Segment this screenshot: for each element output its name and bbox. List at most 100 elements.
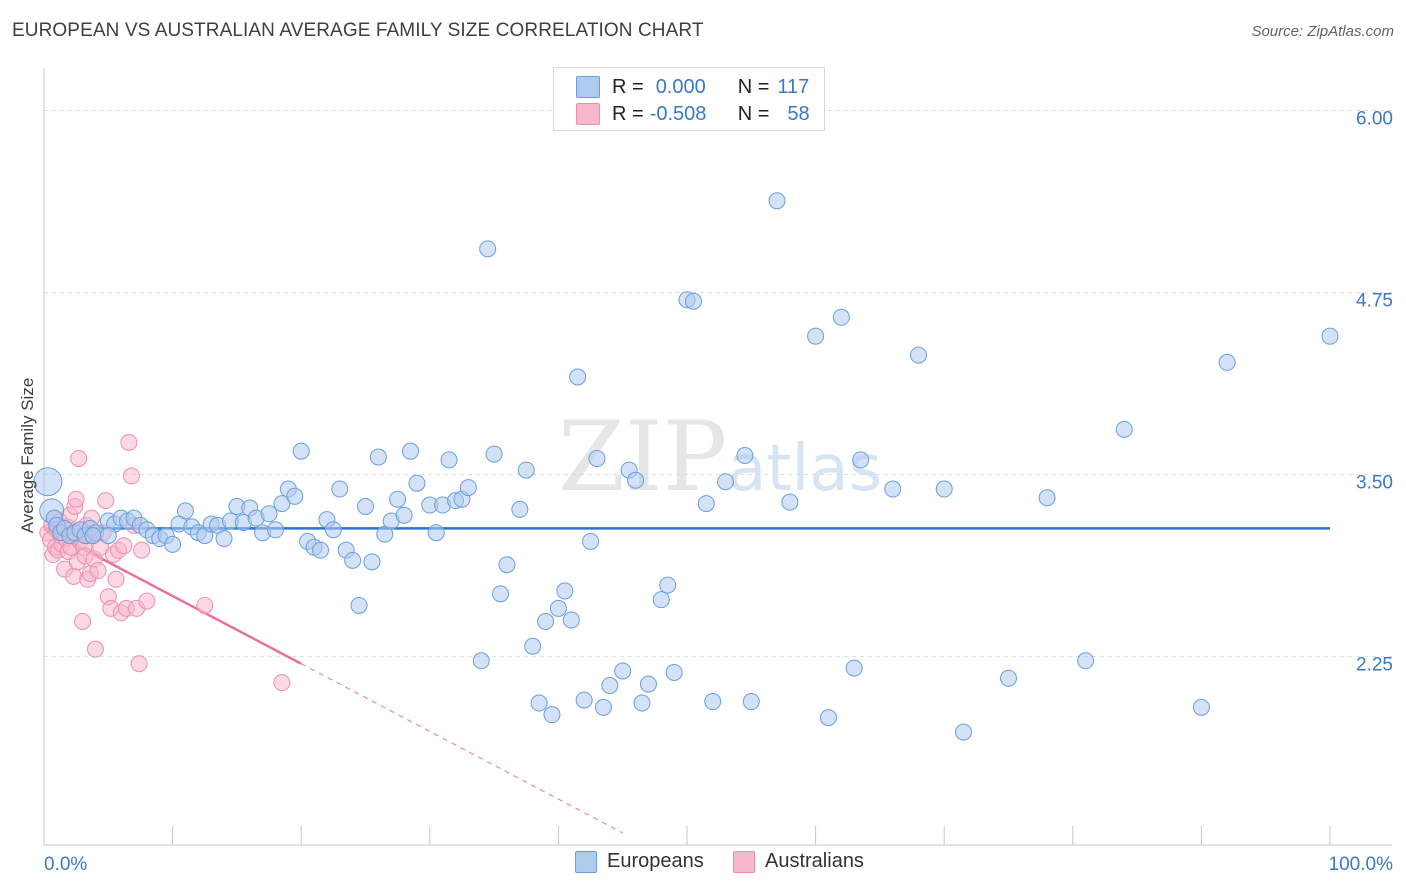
europeans-point — [697, 495, 715, 513]
europeans-point — [549, 599, 567, 617]
europeans-point — [569, 368, 587, 386]
australians-point — [133, 541, 151, 559]
australians-legend-swatch — [733, 850, 755, 873]
australians-point — [122, 467, 140, 485]
europeans-point — [395, 506, 413, 524]
europeans-point — [1038, 489, 1056, 507]
europeans-legend-label: Europeans — [607, 850, 704, 872]
europeans-point — [408, 474, 426, 492]
europeans-point — [1077, 652, 1095, 670]
europeans-legend-swatch — [575, 850, 597, 873]
europeans-swatch — [576, 76, 600, 98]
europeans-point — [427, 524, 445, 542]
australians-point — [74, 612, 92, 630]
europeans-point — [215, 530, 233, 548]
europeans-point — [575, 691, 593, 709]
europeans-point — [935, 480, 953, 498]
europeans-point — [472, 652, 490, 670]
europeans-point — [530, 694, 548, 712]
europeans-point — [1192, 698, 1210, 716]
y-tick-label: 3.50 — [1356, 472, 1393, 493]
australians-point — [130, 655, 148, 673]
australians-point — [196, 596, 214, 614]
europeans-point — [176, 502, 194, 520]
europeans-point — [273, 495, 291, 513]
europeans-point — [652, 591, 670, 609]
europeans-point — [498, 556, 516, 574]
europeans-point — [1115, 420, 1133, 438]
europeans-point — [485, 445, 503, 463]
legend-n-label: N = — [737, 75, 770, 98]
source-label: Source: ZipAtlas.com — [1251, 23, 1394, 40]
australians-trendline-extension — [300, 663, 623, 834]
europeans-point — [517, 461, 535, 479]
europeans-point — [543, 706, 561, 724]
legend-row-australians: R = -0.508 N = 58 — [576, 101, 810, 127]
australians-swatch — [576, 103, 600, 125]
europeans-point — [344, 551, 362, 569]
europeans-point — [736, 447, 754, 465]
australians-point — [138, 592, 156, 610]
europeans-point — [717, 473, 735, 491]
europeans-point — [357, 497, 374, 515]
europeans-point — [84, 527, 102, 545]
legend-n-value: 58 — [787, 102, 810, 125]
europeans-point — [614, 662, 632, 680]
australians-point — [89, 562, 107, 580]
europeans-point — [832, 308, 850, 326]
australians-point — [97, 492, 115, 510]
chart-title: EUROPEAN VS AUSTRALIAN AVERAGE FAMILY SI… — [12, 20, 704, 41]
europeans-point — [684, 292, 702, 310]
europeans-point — [99, 527, 117, 545]
europeans-point — [742, 693, 760, 711]
europeans-point — [659, 576, 677, 594]
europeans-point — [369, 448, 387, 466]
europeans-point — [324, 521, 342, 539]
europeans-point — [389, 490, 407, 508]
europeans-point — [260, 505, 278, 523]
europeans-point — [1218, 353, 1236, 371]
y-tick-label: 4.75 — [1356, 291, 1393, 312]
watermark-zip: ZIP — [558, 401, 727, 513]
legend-r-label: R = — [612, 102, 644, 125]
europeans-point — [845, 659, 863, 677]
legend-n-label: N = — [737, 102, 770, 125]
europeans-point — [639, 675, 657, 693]
europeans-point — [781, 493, 799, 511]
europeans-point — [588, 449, 606, 467]
europeans-point — [768, 192, 786, 210]
europeans-point — [562, 611, 580, 629]
europeans-point — [524, 637, 542, 655]
australians-point — [273, 674, 291, 692]
australians-point — [65, 567, 83, 585]
australians-point — [70, 449, 88, 467]
watermark-atlas: atlas — [727, 432, 882, 506]
europeans-point — [331, 480, 349, 498]
europeans-point — [884, 480, 902, 498]
europeans-point — [633, 694, 651, 712]
europeans-point — [479, 240, 497, 258]
australians-legend-label: Australians — [765, 850, 864, 872]
legend-n-value: 117 — [777, 75, 810, 98]
europeans-point — [511, 500, 529, 518]
europeans-point — [601, 677, 619, 695]
x-tick-label: 0.0% — [44, 854, 87, 875]
europeans-point — [819, 709, 837, 727]
europeans-point — [492, 585, 510, 603]
europeans-point — [627, 471, 645, 489]
europeans-point — [1000, 669, 1017, 687]
europeans-point — [459, 479, 477, 497]
europeans-point — [852, 451, 870, 469]
europeans-point — [286, 487, 304, 505]
europeans-point — [402, 442, 420, 460]
watermark: ZIPatlas — [558, 401, 882, 513]
europeans-point — [704, 693, 722, 711]
bottom-legend-australians[interactable]: Australians — [733, 850, 864, 873]
x-tick-label: 100.0% — [1329, 854, 1394, 875]
bottom-legend-europeans[interactable]: Europeans — [575, 850, 704, 873]
europeans-point — [665, 663, 683, 681]
y-tick-label: 2.25 — [1356, 654, 1393, 675]
europeans-point — [33, 467, 63, 497]
legend-r-value: 0.000 — [655, 75, 706, 98]
australians-point — [67, 490, 85, 508]
